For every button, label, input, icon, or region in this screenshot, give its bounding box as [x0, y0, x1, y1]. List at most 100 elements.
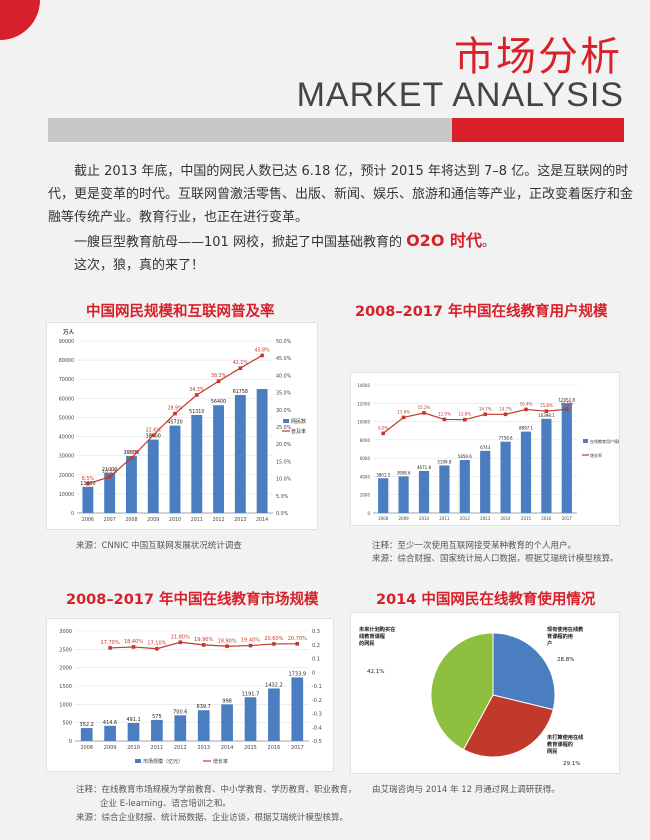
netizen-x-tick: 2006: [82, 517, 94, 523]
market-line-point: [225, 644, 229, 649]
netizen-line-label: 22.6%: [146, 427, 162, 433]
market-y2-tick: -0.3: [312, 712, 322, 718]
users-x-tick: 2009: [399, 516, 410, 521]
market-y-tick: 2500: [59, 647, 72, 653]
pie-slice: [462, 694, 554, 758]
users-bar-label: 10398.1: [538, 413, 555, 418]
market-y-tick: 0: [69, 739, 72, 745]
netizen-line-label: 45.8%: [254, 347, 270, 353]
market-line-point: [295, 641, 300, 646]
market-x-tick: 2010: [127, 745, 140, 751]
users-bar: [459, 459, 470, 513]
intro-paragraph-3: 这次，狼，真的来了！: [74, 258, 205, 273]
market-x-tick: 2015: [244, 745, 257, 751]
netizen-y2-tick: 35.0%: [276, 391, 292, 397]
netizen-y2-tick: 0.0%: [276, 511, 289, 517]
market-y2-tick: -0.5: [312, 739, 322, 745]
netizen-y2-tick: 50.0%: [276, 339, 292, 345]
pie-label: 未来计划购买在线教育课程的网民: [359, 625, 395, 647]
source-market: 来源：综合企业财报、统计局数据、企业访谈，根据艾瑞统计模型核算。: [76, 813, 349, 823]
users-line-label: 15.8%: [540, 403, 553, 408]
title-rule-red: [452, 118, 624, 142]
o2o-highlight: O2O 时代: [406, 231, 482, 250]
users-line-point: [565, 407, 569, 411]
legend-swatch-netizens: [283, 419, 289, 423]
users-bar-label: 5859.6: [458, 454, 472, 459]
users-line-point: [422, 411, 426, 415]
netizen-line-label: 42.1%: [233, 360, 249, 366]
users-x-tick: 2008: [378, 516, 389, 521]
intro-paragraph-1: 截止 2013 年底，中国的网民人数已达 6.18 亿，预计 2015 年将达到…: [48, 164, 634, 225]
source-users: 来源：综合财报、国家统计局人口数据，根据艾瑞统计模型核算。: [372, 554, 619, 564]
intro-text: 截止 2013 年底，中国的网民人数已达 6.18 亿，预计 2015 年将达到…: [48, 160, 638, 277]
users-x-tick: 2011: [439, 516, 450, 521]
market-y2-tick: -0.2: [312, 698, 322, 704]
users-bar-label: 3998.6: [397, 470, 411, 475]
netizen-y2-tick: 40.0%: [276, 373, 292, 379]
netizen-y2-tick: 20.0%: [276, 442, 292, 448]
market-line-label: 20.60%: [264, 636, 283, 642]
market-bar-label: 575: [152, 714, 162, 720]
netizen-y-tick: 20000: [59, 473, 74, 479]
netizen-y2-tick: 5.0%: [276, 494, 289, 500]
netizen-bar: [82, 486, 94, 513]
pie-slice: [492, 632, 556, 711]
market-x-tick: 2016: [268, 745, 281, 751]
note-market-2: 企业 E-learning、语言培训之和。: [100, 799, 231, 809]
users-line-point: [544, 409, 549, 413]
netizen-line-label: 34.3%: [189, 387, 205, 393]
netizen-y2-tick: 25.0%: [276, 425, 292, 431]
netizen-y2-tick: 10.0%: [276, 477, 292, 483]
users-bar-label: 6743: [480, 445, 491, 450]
netizen-bar: [169, 425, 181, 513]
note-users: 注释：至少一次使用互联网接受某种教育的个人用户。: [372, 541, 577, 551]
market-y2-tick: 0: [312, 670, 315, 676]
users-line: [382, 408, 567, 434]
users-x-tick: 2016: [541, 516, 552, 521]
market-line-label: 19.90%: [194, 637, 213, 643]
intro-p2-before: 一艘巨型教育航母——101 网校，掀起了中国基础教育的: [74, 235, 407, 250]
netizen-line-point: [238, 366, 243, 370]
users-x-tick: 2017: [562, 516, 573, 521]
netizen-y-tick: 10000: [59, 492, 74, 498]
market-bar: [244, 697, 257, 741]
users-bar: [500, 441, 511, 513]
chart-netizens: 0 10000 20000 30000 40000 50000 60000 70000 8000…: [46, 322, 318, 530]
users-y-tick: 0: [367, 511, 370, 516]
netizen-line-label: 28.9%: [167, 406, 183, 412]
netizen-bar: [147, 439, 159, 513]
section-title-market: 2008–2017 年中国在线教育市场规模: [66, 592, 319, 608]
users-y-tick: 2000: [360, 493, 371, 498]
netizen-line-point: [86, 481, 90, 486]
legend-label-users: 在线教育用户规模（万人）: [590, 438, 619, 444]
market-bar-label: 491.1: [126, 717, 140, 723]
netizen-bar-label: 45730: [167, 420, 182, 426]
users-bar-label: 7758.6: [499, 436, 513, 441]
market-line-point: [108, 646, 112, 650]
market-x-tick: 2012: [174, 745, 187, 751]
market-y-tick: 1000: [59, 702, 72, 708]
section-title-users: 2008–2017 年中国在线教育用户规模: [355, 304, 608, 320]
netizen-bar-label: 56400: [211, 399, 226, 405]
users-y-tick: 10000: [357, 420, 370, 425]
users-line-label: 14.7%: [479, 406, 492, 411]
pie-percent-label: 42.1%: [367, 669, 384, 675]
netizen-y-tick: 80000: [59, 358, 74, 364]
users-line-label: 12.9%: [438, 411, 451, 416]
intro-p2-after: 。: [482, 235, 496, 250]
users-line-point: [524, 407, 528, 412]
users-bar-label: 12052.8: [559, 397, 576, 402]
users-line-label: 14.7%: [499, 406, 512, 411]
market-bar-label: 414.6: [103, 720, 117, 726]
netizen-y-tick: 60000: [59, 396, 74, 402]
pie-label: 未打算使用在线教育课程的网民: [546, 733, 584, 755]
market-y2-tick: -0.1: [312, 684, 322, 690]
legend-label-market-rate: 增长率: [213, 758, 228, 765]
market-y2-tick: 0.2: [312, 643, 320, 649]
users-line-point: [442, 417, 447, 422]
market-line-label: 21.80%: [171, 634, 190, 640]
netizen-bar-label: 21000: [102, 467, 117, 473]
netizen-y-tick: 90000: [59, 339, 74, 345]
market-bar-label: 1432.2: [265, 682, 283, 688]
market-x-tick: 2008: [80, 745, 93, 751]
